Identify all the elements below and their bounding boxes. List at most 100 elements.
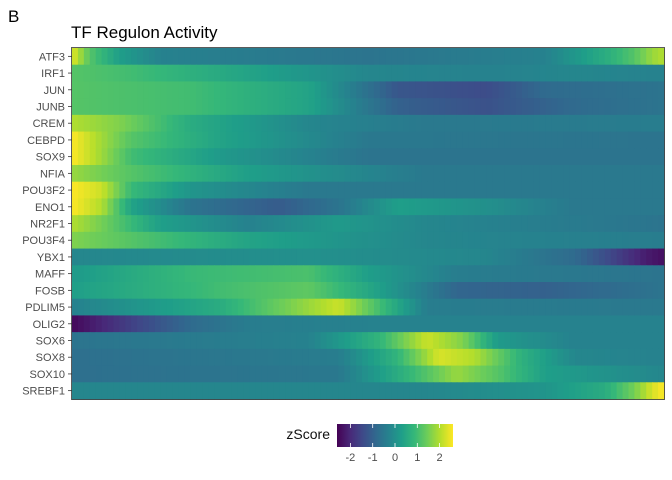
heatmap-cell: [480, 48, 487, 66]
heatmap-cell: [350, 348, 357, 367]
heatmap-cell: [421, 81, 428, 99]
heatmap-cell: [89, 231, 97, 250]
heatmap-cell: [581, 198, 588, 216]
heatmap-cell: [545, 231, 553, 250]
heatmap-cell: [569, 198, 576, 216]
heatmap-cell: [373, 148, 381, 166]
panel-label: B: [8, 7, 19, 26]
heatmap-cell: [190, 81, 197, 99]
heatmap-cell: [101, 114, 109, 133]
heatmap-cell: [415, 298, 422, 317]
heatmap-cell: [421, 114, 428, 133]
heatmap-cell: [332, 298, 339, 317]
heatmap-cell: [285, 181, 292, 200]
heatmap-cell: [373, 81, 381, 99]
heatmap-cell: [557, 98, 564, 116]
heatmap-cell: [634, 181, 641, 200]
heatmap-cell: [83, 298, 91, 317]
heatmap-cell: [143, 382, 150, 400]
heatmap-cell: [95, 64, 103, 83]
heatmap-cell: [427, 98, 434, 116]
heatmap-cell: [308, 215, 316, 233]
heatmap-cell: [225, 365, 233, 383]
heatmap-cell: [616, 248, 624, 266]
heatmap-cell: [403, 181, 411, 200]
heatmap-cell: [326, 98, 334, 116]
heatmap-cell: [468, 181, 476, 200]
heatmap-cell: [569, 282, 576, 300]
row-label: NR2F1: [30, 219, 65, 231]
heatmap-cell: [89, 382, 97, 400]
heatmap-cell: [646, 332, 653, 350]
heatmap-cell: [598, 181, 606, 200]
heatmap-cell: [296, 282, 304, 300]
heatmap-cell: [598, 131, 606, 149]
heatmap-cell: [166, 298, 174, 317]
heatmap-cell: [302, 181, 310, 200]
heatmap-cell: [273, 48, 280, 66]
heatmap-cell: [72, 181, 79, 200]
heatmap-cell: [587, 98, 594, 116]
heatmap-cell: [196, 265, 203, 283]
heatmap-cell: [255, 81, 263, 99]
heatmap-cell: [379, 198, 387, 216]
heatmap-cell: [598, 81, 606, 99]
heatmap-cell: [178, 365, 186, 383]
heatmap-cell: [581, 348, 588, 367]
heatmap-cell: [214, 265, 221, 283]
heatmap-cell: [148, 198, 156, 216]
heatmap-cell: [616, 298, 624, 317]
heatmap-cell: [166, 48, 174, 66]
heatmap-cell: [137, 265, 144, 283]
heatmap-cell: [308, 298, 316, 317]
heatmap-cell: [634, 332, 641, 350]
heatmap-cell: [95, 282, 103, 300]
heatmap-cell: [77, 348, 85, 367]
heatmap-cell: [498, 131, 505, 149]
row-label: CEBPD: [27, 135, 65, 147]
heatmap-cell: [421, 265, 428, 283]
heatmap-cell: [533, 298, 541, 317]
heatmap-cell: [403, 231, 411, 250]
heatmap-cell: [385, 315, 393, 333]
heatmap-cell: [439, 348, 446, 367]
heatmap-cell: [516, 248, 523, 266]
heatmap-cell: [510, 181, 517, 200]
heatmap-cell: [444, 148, 452, 166]
heatmap-cell: [646, 265, 653, 283]
heatmap-cell: [344, 332, 351, 350]
heatmap-cell: [527, 282, 535, 300]
heatmap-cell: [190, 48, 197, 66]
heatmap-cell: [220, 298, 227, 317]
heatmap-cell: [391, 282, 399, 300]
heatmap-cell: [72, 265, 79, 283]
heatmap-cell: [296, 114, 304, 133]
heatmap-cell: [415, 215, 422, 233]
heatmap-cell: [77, 64, 85, 83]
heatmap-cell: [101, 181, 109, 200]
heatmap-cell: [587, 81, 594, 99]
heatmap-cell: [504, 114, 511, 133]
heatmap-cell: [291, 64, 298, 83]
heatmap-cell: [581, 382, 588, 400]
heatmap-cell: [314, 365, 322, 383]
heatmap-cell: [326, 348, 334, 367]
heatmap-cell: [338, 332, 345, 350]
heatmap-cell: [439, 231, 446, 250]
heatmap-cell: [391, 148, 399, 166]
heatmap-cell: [433, 148, 440, 166]
heatmap-cell: [444, 348, 452, 367]
heatmap-cell: [196, 98, 203, 116]
heatmap-cell: [101, 265, 109, 283]
heatmap-cell: [77, 248, 85, 266]
heatmap-cell: [433, 64, 440, 83]
heatmap-cell: [302, 382, 310, 400]
heatmap-cell: [557, 382, 564, 400]
heatmap-cell: [456, 198, 464, 216]
heatmap-cell: [214, 81, 221, 99]
heatmap-cell: [101, 215, 109, 233]
heatmap-cell: [172, 64, 180, 83]
heatmap-cell: [557, 248, 564, 266]
heatmap-cell: [622, 131, 630, 149]
heatmap-cell: [616, 382, 624, 400]
